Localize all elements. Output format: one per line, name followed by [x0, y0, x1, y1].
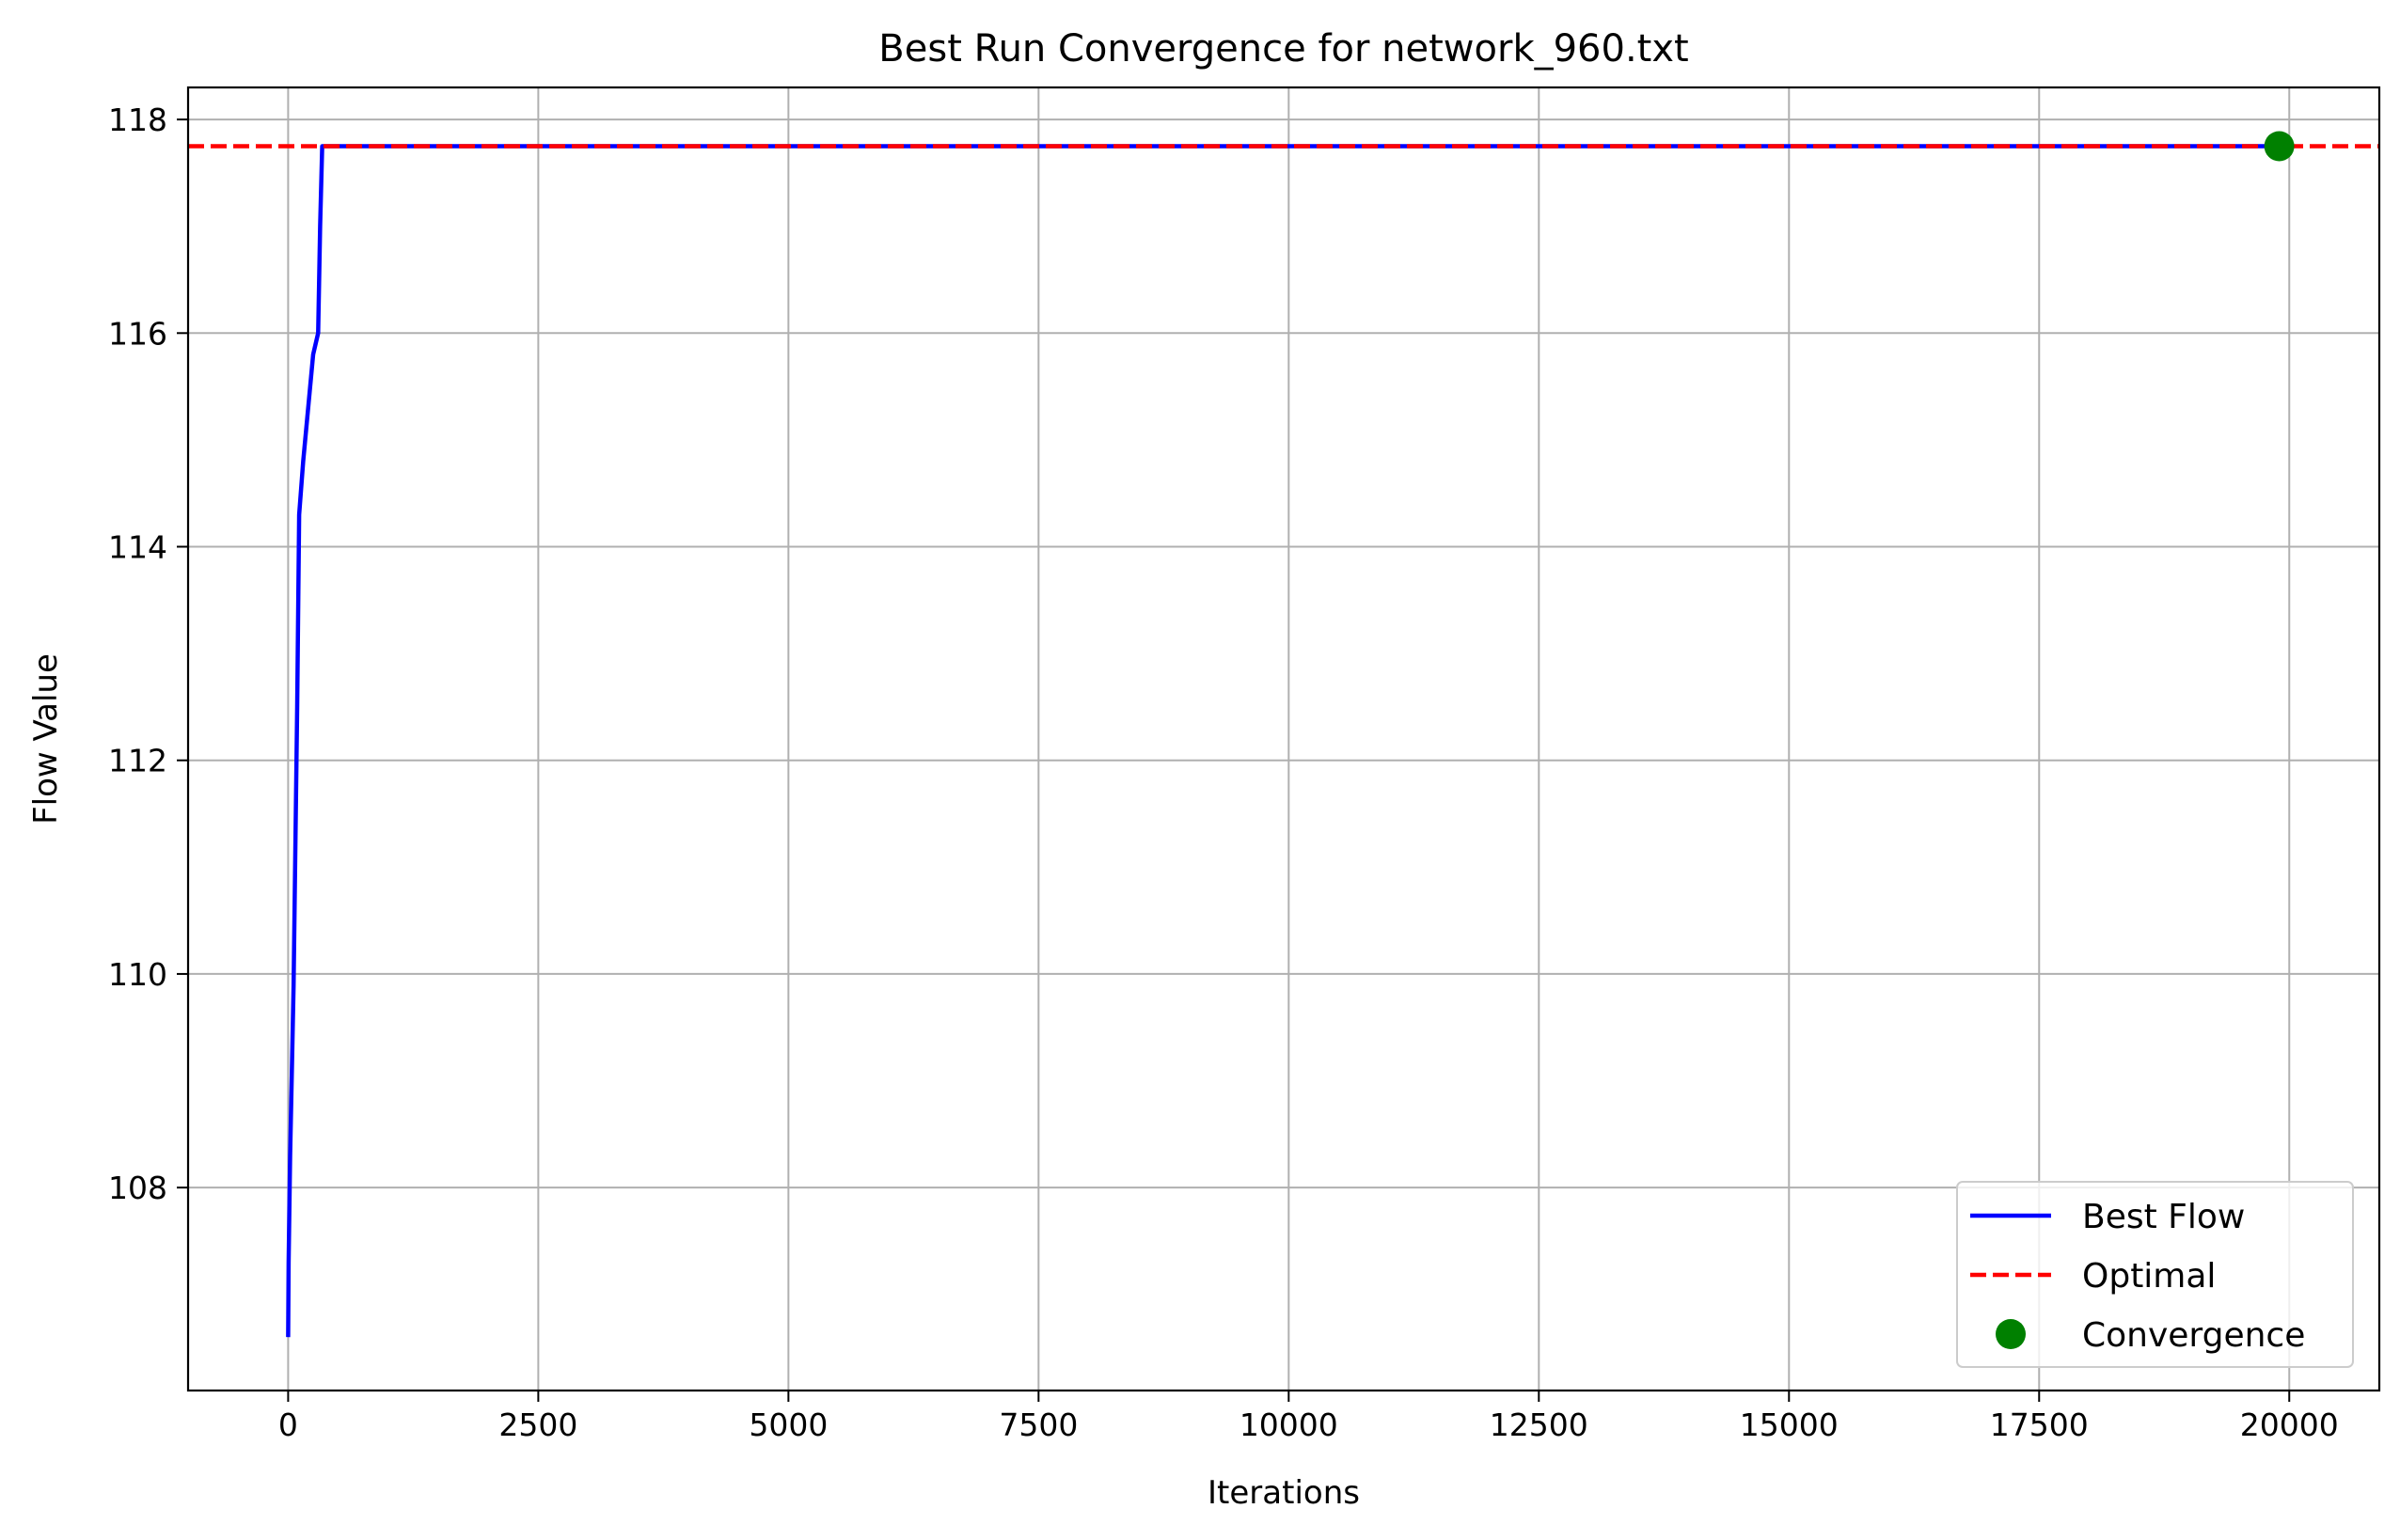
y-tick-label: 118 — [108, 102, 167, 138]
plot-frame — [186, 86, 2381, 1392]
plot-background — [188, 87, 2379, 1391]
y-tick-label: 110 — [108, 956, 167, 993]
x-tick-label: 15000 — [1740, 1406, 1839, 1443]
x-tick-label: 12500 — [1490, 1406, 1588, 1443]
ticks: 0 2500 5000 7500 10000 12500 15000 17500 20000 10… — [108, 102, 2339, 1443]
legend-convergence-marker — [1996, 1319, 2026, 1349]
x-tick-label: 20000 — [2240, 1406, 2339, 1443]
legend-best-flow-label: Best Flow — [2082, 1198, 2245, 1236]
x-tick-label: 0 — [278, 1406, 298, 1443]
x-tick-label: 2500 — [498, 1406, 577, 1443]
x-tick-label: 5000 — [749, 1406, 828, 1443]
legend: Best Flow Optimal Convergence — [1956, 1181, 2354, 1368]
y-axis-title: Flow Value — [27, 653, 65, 825]
legend-optimal-label: Optimal — [2082, 1257, 2216, 1296]
best-flow-line — [286, 144, 2290, 1338]
y-tick-label: 108 — [108, 1170, 167, 1206]
x-axis-title: Iterations — [1208, 1474, 1360, 1512]
y-tick-label: 112 — [108, 743, 167, 779]
x-tick-label: 10000 — [1239, 1406, 1338, 1443]
x-tick-label: 7500 — [999, 1406, 1078, 1443]
y-tick-label: 114 — [108, 529, 167, 566]
chart-title: Best Run Convergence for network_960.txt — [878, 27, 1688, 71]
x-tick-label: 17500 — [1990, 1406, 2089, 1443]
grid-lines — [188, 87, 2379, 1391]
convergence-marker — [2264, 131, 2295, 162]
y-tick-label: 116 — [108, 315, 167, 352]
series-layer — [188, 131, 2379, 1338]
legend-convergence-label: Convergence — [2082, 1316, 2305, 1355]
legend-box — [1956, 1181, 2354, 1368]
